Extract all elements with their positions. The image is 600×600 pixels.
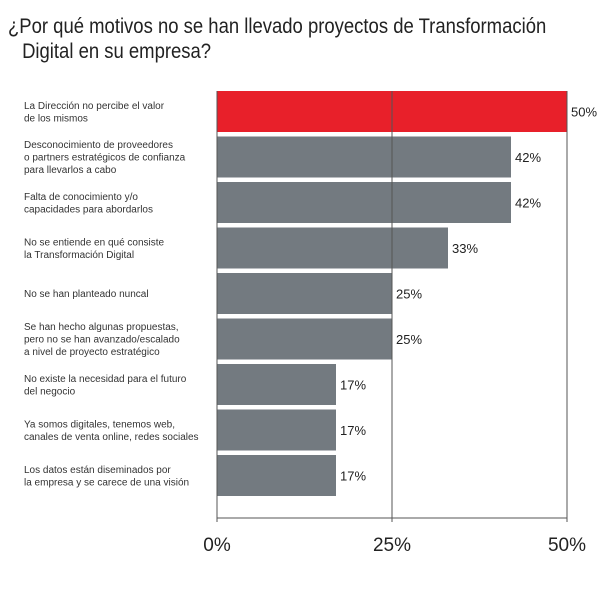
- value-label-3: 42%: [515, 196, 541, 211]
- bar-5: [217, 273, 392, 314]
- value-label-5: 25%: [396, 287, 422, 302]
- bar-2: [217, 136, 511, 178]
- category-label-line: No se han planteado nuncal: [24, 289, 149, 300]
- category-label-line: Ya somos digitales, tenemos web,: [24, 419, 175, 430]
- category-label-line: de los mismos: [24, 113, 88, 124]
- chart-title-line-1: ¿Por qué motivos no se han llevado proye…: [8, 15, 547, 38]
- x-tick-label-1: 0%: [203, 535, 231, 556]
- category-label-6: Se han hecho algunas propuestas, pero no …: [24, 322, 180, 358]
- category-label-line: canales de venta online, redes sociales: [24, 432, 199, 443]
- value-label-7: 17%: [340, 378, 366, 393]
- category-label-line: Se han hecho algunas propuestas,: [24, 322, 179, 333]
- value-label-2: 42%: [515, 150, 541, 165]
- bar-3: [217, 182, 511, 223]
- chart-title: ¿Por qué motivos no se han llevado proye…: [8, 14, 546, 64]
- category-label-5: No se han planteado nuncal: [24, 289, 149, 300]
- category-label-line: para llevarlos a cabo: [24, 165, 117, 176]
- bar-9: [217, 455, 336, 496]
- category-label-8: Ya somos digitales, tenemos web, canales …: [24, 419, 199, 443]
- category-label-line: o partners estratégicos de confianza: [24, 153, 186, 164]
- category-label-line: Los datos están diseminados por: [24, 465, 171, 476]
- value-label-4: 33%: [452, 241, 478, 256]
- category-label-line: No se entiende en qué consiste: [24, 237, 165, 248]
- category-label-line: Desconocimiento de proveedores: [24, 140, 173, 151]
- x-tick-label-2: 25%: [373, 535, 411, 556]
- bar-4: [217, 227, 448, 269]
- category-label-2: Desconocimiento de proveedores o partners…: [24, 140, 186, 176]
- category-label-line: la Transformación Digital: [24, 250, 134, 261]
- category-label-line: a nivel de proyecto estratégico: [24, 347, 160, 358]
- category-label-line: No existe la necesidad para el futuro: [24, 374, 187, 385]
- category-label-line: capacidades para abordarlos: [24, 204, 153, 215]
- category-label-line: pero no se han avanzado/escalado: [24, 335, 180, 346]
- category-label-line: del negocio: [24, 386, 76, 397]
- value-label-6: 25%: [396, 332, 422, 347]
- bar-8: [217, 409, 336, 451]
- chart-title-line-2: Digital en su empresa?: [22, 40, 212, 63]
- x-tick-label-3: 50%: [548, 535, 586, 556]
- value-label-8: 17%: [340, 423, 366, 438]
- value-label-1: 50%: [571, 105, 597, 120]
- category-label-line: La Dirección no percibe el valor: [24, 101, 165, 112]
- bar-6: [217, 318, 392, 360]
- category-label-line: Falta de conocimiento y/o: [24, 192, 138, 203]
- value-label-9: 17%: [340, 469, 366, 484]
- category-label-4: No se entiende en qué consiste la Transfo…: [24, 237, 165, 261]
- category-label-7: No existe la necesidad para el futuro de…: [24, 374, 187, 398]
- category-label-line: la empresa y se carece de una visión: [24, 477, 189, 488]
- bar-7: [217, 364, 336, 405]
